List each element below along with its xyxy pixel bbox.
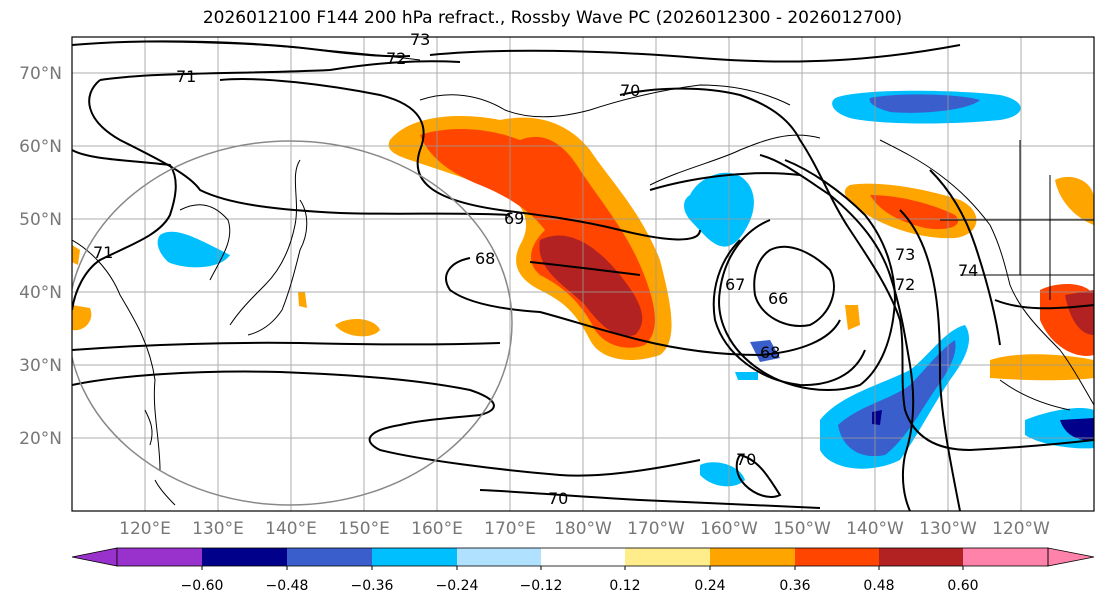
colorbar-tick-label: −0.48 [266,578,309,594]
colorbar-tick-label: 0.36 [779,578,810,594]
contour-label-layer: 73 72 71 70 69 68 71 73 72 74 67 66 68 7… [93,30,978,508]
colorbar-swatch [117,548,202,566]
longitude-axis: 120°E 130°E 140°E 150°E 160°E 170°E 180°… [119,519,1050,539]
lon-label: 160°W [700,519,758,539]
contour-label: 71 [176,67,196,86]
lon-label: 170°E [484,519,536,539]
colorbar-tick-label: 0.24 [694,578,725,594]
colorbar: −0.60 −0.48 −0.36 −0.24 −0.12 0.12 0.24 … [71,547,1095,594]
contour-label: 73 [895,245,915,264]
colorbar-tick-label: −0.60 [181,578,224,594]
colorbar-swatch [372,548,457,566]
lat-label: 50°N [19,210,62,230]
lon-label: 140°E [265,519,317,539]
colorbar-extend-low [71,547,118,567]
map-title: 2026012100 F144 200 hPa refract., Rossby… [202,8,903,28]
plot-frame [71,36,1095,512]
lat-label: 20°N [19,429,62,449]
lat-label: 30°N [19,356,62,376]
great-circle-ring [72,140,513,506]
colorbar-tick-label: −0.36 [351,578,394,594]
colorbar-tick-label: −0.24 [436,578,479,594]
colorbar-swatch [541,548,625,566]
colorbar-swatch [202,548,287,566]
contour-label: 68 [760,343,780,362]
lon-label: 170°W [627,519,685,539]
negative-anomaly-regions [157,90,1094,487]
contour-label: 67 [725,275,745,294]
lat-label: 40°N [19,283,62,303]
contour-label: 74 [958,261,978,280]
colorbar-swatch [879,548,963,566]
graticule [72,37,1094,511]
colorbar-extend-high [1047,547,1095,567]
lon-label: 130°W [919,519,977,539]
contour-label: 72 [386,49,406,68]
lon-label: 150°E [338,519,390,539]
lon-label: 130°E [192,519,244,539]
lon-label: 180°W [554,519,612,539]
colorbar-tick-label: −0.12 [520,578,563,594]
contour-label: 70 [620,81,640,100]
lon-label: 160°E [411,519,463,539]
contour-label: 73 [410,30,430,49]
contour-label: 68 [475,249,495,268]
latitude-axis: 70°N 60°N 50°N 40°N 30°N 20°N [19,64,62,449]
lon-label: 120°W [992,519,1050,539]
contour-label: 69 [504,209,524,228]
lat-label: 70°N [19,64,62,84]
colorbar-tick-label: 0.48 [863,578,894,594]
contour-label: 70 [736,450,756,469]
colorbar-tick-label: 0.12 [609,578,640,594]
colorbar-swatch [963,548,1048,566]
contour-lines [72,40,1094,511]
positive-anomaly-regions [72,116,1094,381]
colorbar-swatch [795,548,879,566]
contour-label: 70 [548,489,568,508]
lon-label: 140°W [846,519,904,539]
contour-label: 72 [895,275,915,294]
colorbar-swatch [710,548,795,566]
lon-label: 120°E [119,519,171,539]
contour-label: 66 [768,289,788,308]
colorbar-swatch [287,548,372,566]
colorbar-swatch [457,548,541,566]
lon-label: 150°W [773,519,831,539]
colorbar-tick-label: 0.60 [947,578,978,594]
lat-label: 60°N [19,137,62,157]
colorbar-swatch [625,548,710,566]
contour-label: 71 [93,243,113,262]
